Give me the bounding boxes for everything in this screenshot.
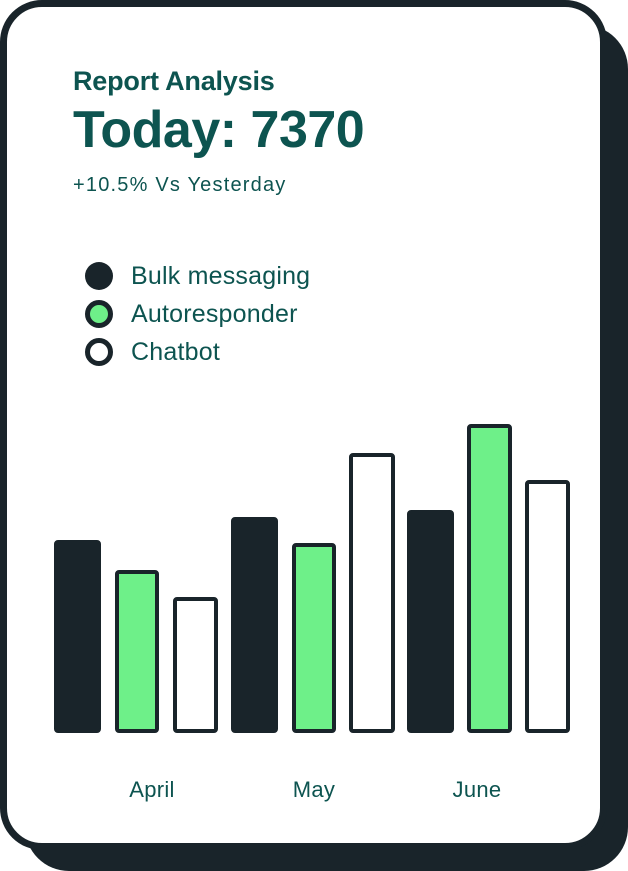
comparison-subtitle: +10.5% Vs Yesterday	[73, 174, 287, 197]
bar-june-chatbot[interactable]	[525, 480, 570, 733]
green-ring-circle-icon	[85, 300, 113, 328]
bar-june-bulk-messaging[interactable]	[407, 510, 454, 733]
bar-june-autoresponder[interactable]	[467, 424, 512, 733]
outline-circle-icon	[85, 338, 113, 366]
legend-item-autoresponder[interactable]: Autoresponder	[85, 295, 310, 333]
legend-item-bulk-messaging[interactable]: Bulk messaging	[85, 257, 310, 295]
x-axis-label-may: May	[292, 777, 336, 802]
bar-may-chatbot[interactable]	[349, 453, 395, 733]
page-title: Report Analysis	[73, 66, 275, 96]
report-analysis-card: Report Analysis Today: 7370 +10.5% Vs Ye…	[0, 0, 607, 850]
chart-legend: Bulk messaging Autoresponder Chatbot	[85, 257, 310, 371]
bar-may-bulk-messaging[interactable]	[231, 517, 278, 733]
legend-item-label: Chatbot	[131, 337, 220, 366]
card-header: Report Analysis Today: 7370 +10.5% Vs Ye…	[73, 66, 573, 197]
headline-metric: Today: 7370	[73, 100, 365, 159]
bar-may-autoresponder[interactable]	[292, 543, 336, 733]
filled-dark-circle-icon	[85, 262, 113, 290]
bar-april-bulk-messaging[interactable]	[54, 540, 101, 733]
bar-chart: April May June	[7, 7, 600, 843]
x-axis-label-june: June	[452, 777, 502, 802]
x-axis-label-april: April	[129, 777, 175, 802]
legend-item-label: Autoresponder	[131, 299, 298, 328]
bar-april-autoresponder[interactable]	[115, 570, 159, 733]
bar-april-chatbot[interactable]	[173, 597, 218, 733]
legend-item-chatbot[interactable]: Chatbot	[85, 333, 310, 371]
legend-item-label: Bulk messaging	[131, 261, 311, 290]
